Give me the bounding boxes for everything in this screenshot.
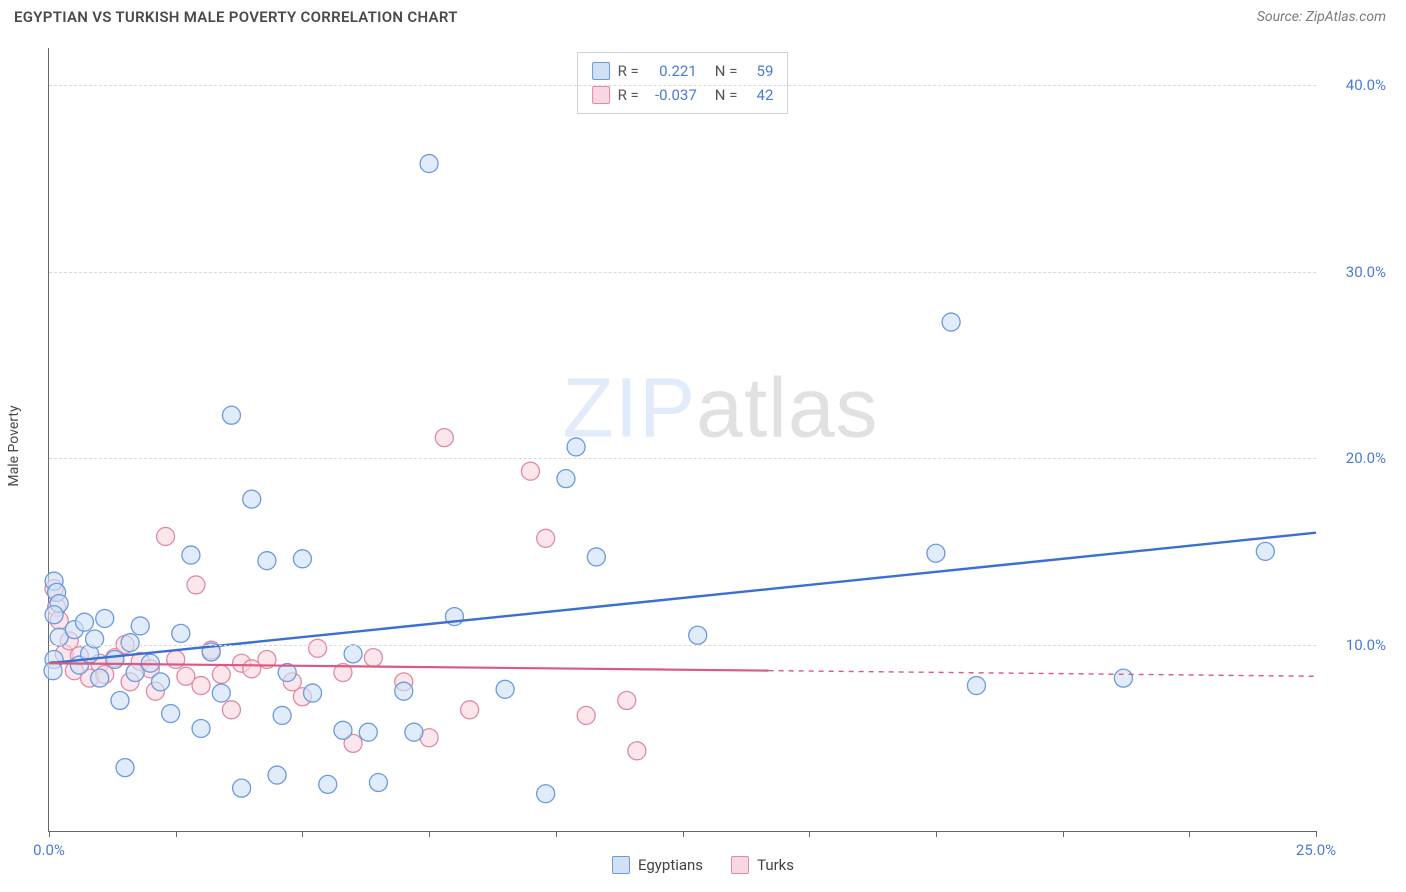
turks-point: [435, 429, 453, 447]
x-tick: [1189, 831, 1190, 837]
turks-point: [212, 665, 230, 683]
x-tick: [683, 831, 684, 837]
y-tick-label: 40.0%: [1326, 76, 1386, 94]
chart-title: EGYPTIAN VS TURKISH MALE POVERTY CORRELA…: [14, 8, 458, 26]
x-tick: [49, 831, 50, 837]
egyptians-point: [293, 550, 311, 568]
egyptians-point: [151, 673, 169, 691]
x-tick: [1316, 831, 1317, 837]
turks-point: [537, 529, 555, 547]
egyptians-point: [344, 645, 362, 663]
egyptians-point: [192, 719, 210, 737]
gridline: [49, 85, 1316, 86]
egyptians-point: [268, 766, 286, 784]
egyptians-point: [689, 626, 707, 644]
x-tick: [1063, 831, 1064, 837]
x-tick: [302, 831, 303, 837]
y-tick-label: 20.0%: [1326, 449, 1386, 467]
egyptians-point: [395, 682, 413, 700]
egyptians-point: [967, 677, 985, 695]
x-tick: [429, 831, 430, 837]
legend-correlation-row: R =0.221N =59: [592, 59, 774, 83]
egyptians-point: [212, 684, 230, 702]
y-tick-label: 30.0%: [1326, 263, 1386, 281]
egyptians-point: [91, 669, 109, 687]
y-tick-label: 10.0%: [1326, 636, 1386, 654]
egyptians-point: [96, 609, 114, 627]
egyptians-point: [222, 406, 240, 424]
chart-plot-area: ZIPatlas R =0.221N =59R =-0.037N =42 10.…: [48, 48, 1316, 832]
legend-series-item: Egyptians: [612, 856, 703, 874]
gridline: [49, 645, 1316, 646]
egyptians-point: [182, 546, 200, 564]
source-attribution: Source: ZipAtlas.com: [1257, 9, 1386, 25]
turks-point: [192, 677, 210, 695]
turks-point: [618, 692, 636, 710]
egyptians-point: [405, 723, 423, 741]
y-axis-label: Male Poverty: [6, 405, 22, 486]
egyptians-point: [172, 624, 190, 642]
egyptians-point: [273, 706, 291, 724]
x-tick: [809, 831, 810, 837]
x-tick: [556, 831, 557, 837]
turks-point: [167, 650, 185, 668]
egyptians-point: [369, 774, 387, 792]
egyptians-point: [116, 759, 134, 777]
egyptians-point: [106, 650, 124, 668]
x-tick: [176, 831, 177, 837]
legend-correlation-row: R =-0.037N =42: [592, 83, 774, 107]
turks-point: [461, 701, 479, 719]
egyptians-point: [334, 721, 352, 739]
turks-trendline-dashed: [769, 671, 1316, 677]
egyptians-point: [587, 548, 605, 566]
turks-point: [628, 742, 646, 760]
egyptians-point: [162, 705, 180, 723]
series-legend: Egyptians Turks: [612, 856, 794, 874]
egyptians-point: [927, 544, 945, 562]
egyptians-point: [319, 775, 337, 793]
legend-swatch: [592, 86, 610, 104]
egyptians-point: [243, 490, 261, 508]
turks-point: [577, 706, 595, 724]
egyptians-point: [420, 155, 438, 173]
x-tick-label: 0.0%: [33, 841, 65, 859]
x-tick: [936, 831, 937, 837]
egyptians-point: [45, 606, 63, 624]
egyptians-point: [942, 313, 960, 331]
scatter-svg: [49, 48, 1316, 831]
egyptians-point: [359, 723, 377, 741]
legend-series-item: Turks: [731, 856, 794, 874]
gridline: [49, 272, 1316, 273]
turks-point: [222, 701, 240, 719]
egyptians-point: [111, 692, 129, 710]
egyptians-point: [557, 470, 575, 488]
egyptians-point: [304, 684, 322, 702]
egyptians-point: [75, 613, 93, 631]
legend-swatch: [731, 856, 749, 874]
turks-point: [521, 462, 539, 480]
turks-point: [187, 576, 205, 594]
egyptians-point: [567, 438, 585, 456]
correlation-legend: R =0.221N =59R =-0.037N =42: [577, 52, 789, 114]
egyptians-point: [1256, 542, 1274, 560]
gridline: [49, 458, 1316, 459]
egyptians-point: [1114, 669, 1132, 687]
legend-swatch: [592, 62, 610, 80]
x-tick-label: 25.0%: [1296, 841, 1336, 859]
turks-point: [309, 639, 327, 657]
egyptians-point: [537, 785, 555, 803]
turks-point: [364, 649, 382, 667]
legend-swatch: [612, 856, 630, 874]
egyptians-point: [258, 552, 276, 570]
egyptians-point: [496, 680, 514, 698]
egyptians-point: [131, 617, 149, 635]
turks-point: [157, 527, 175, 545]
egyptians-point: [233, 779, 251, 797]
egyptians-point: [121, 634, 139, 652]
